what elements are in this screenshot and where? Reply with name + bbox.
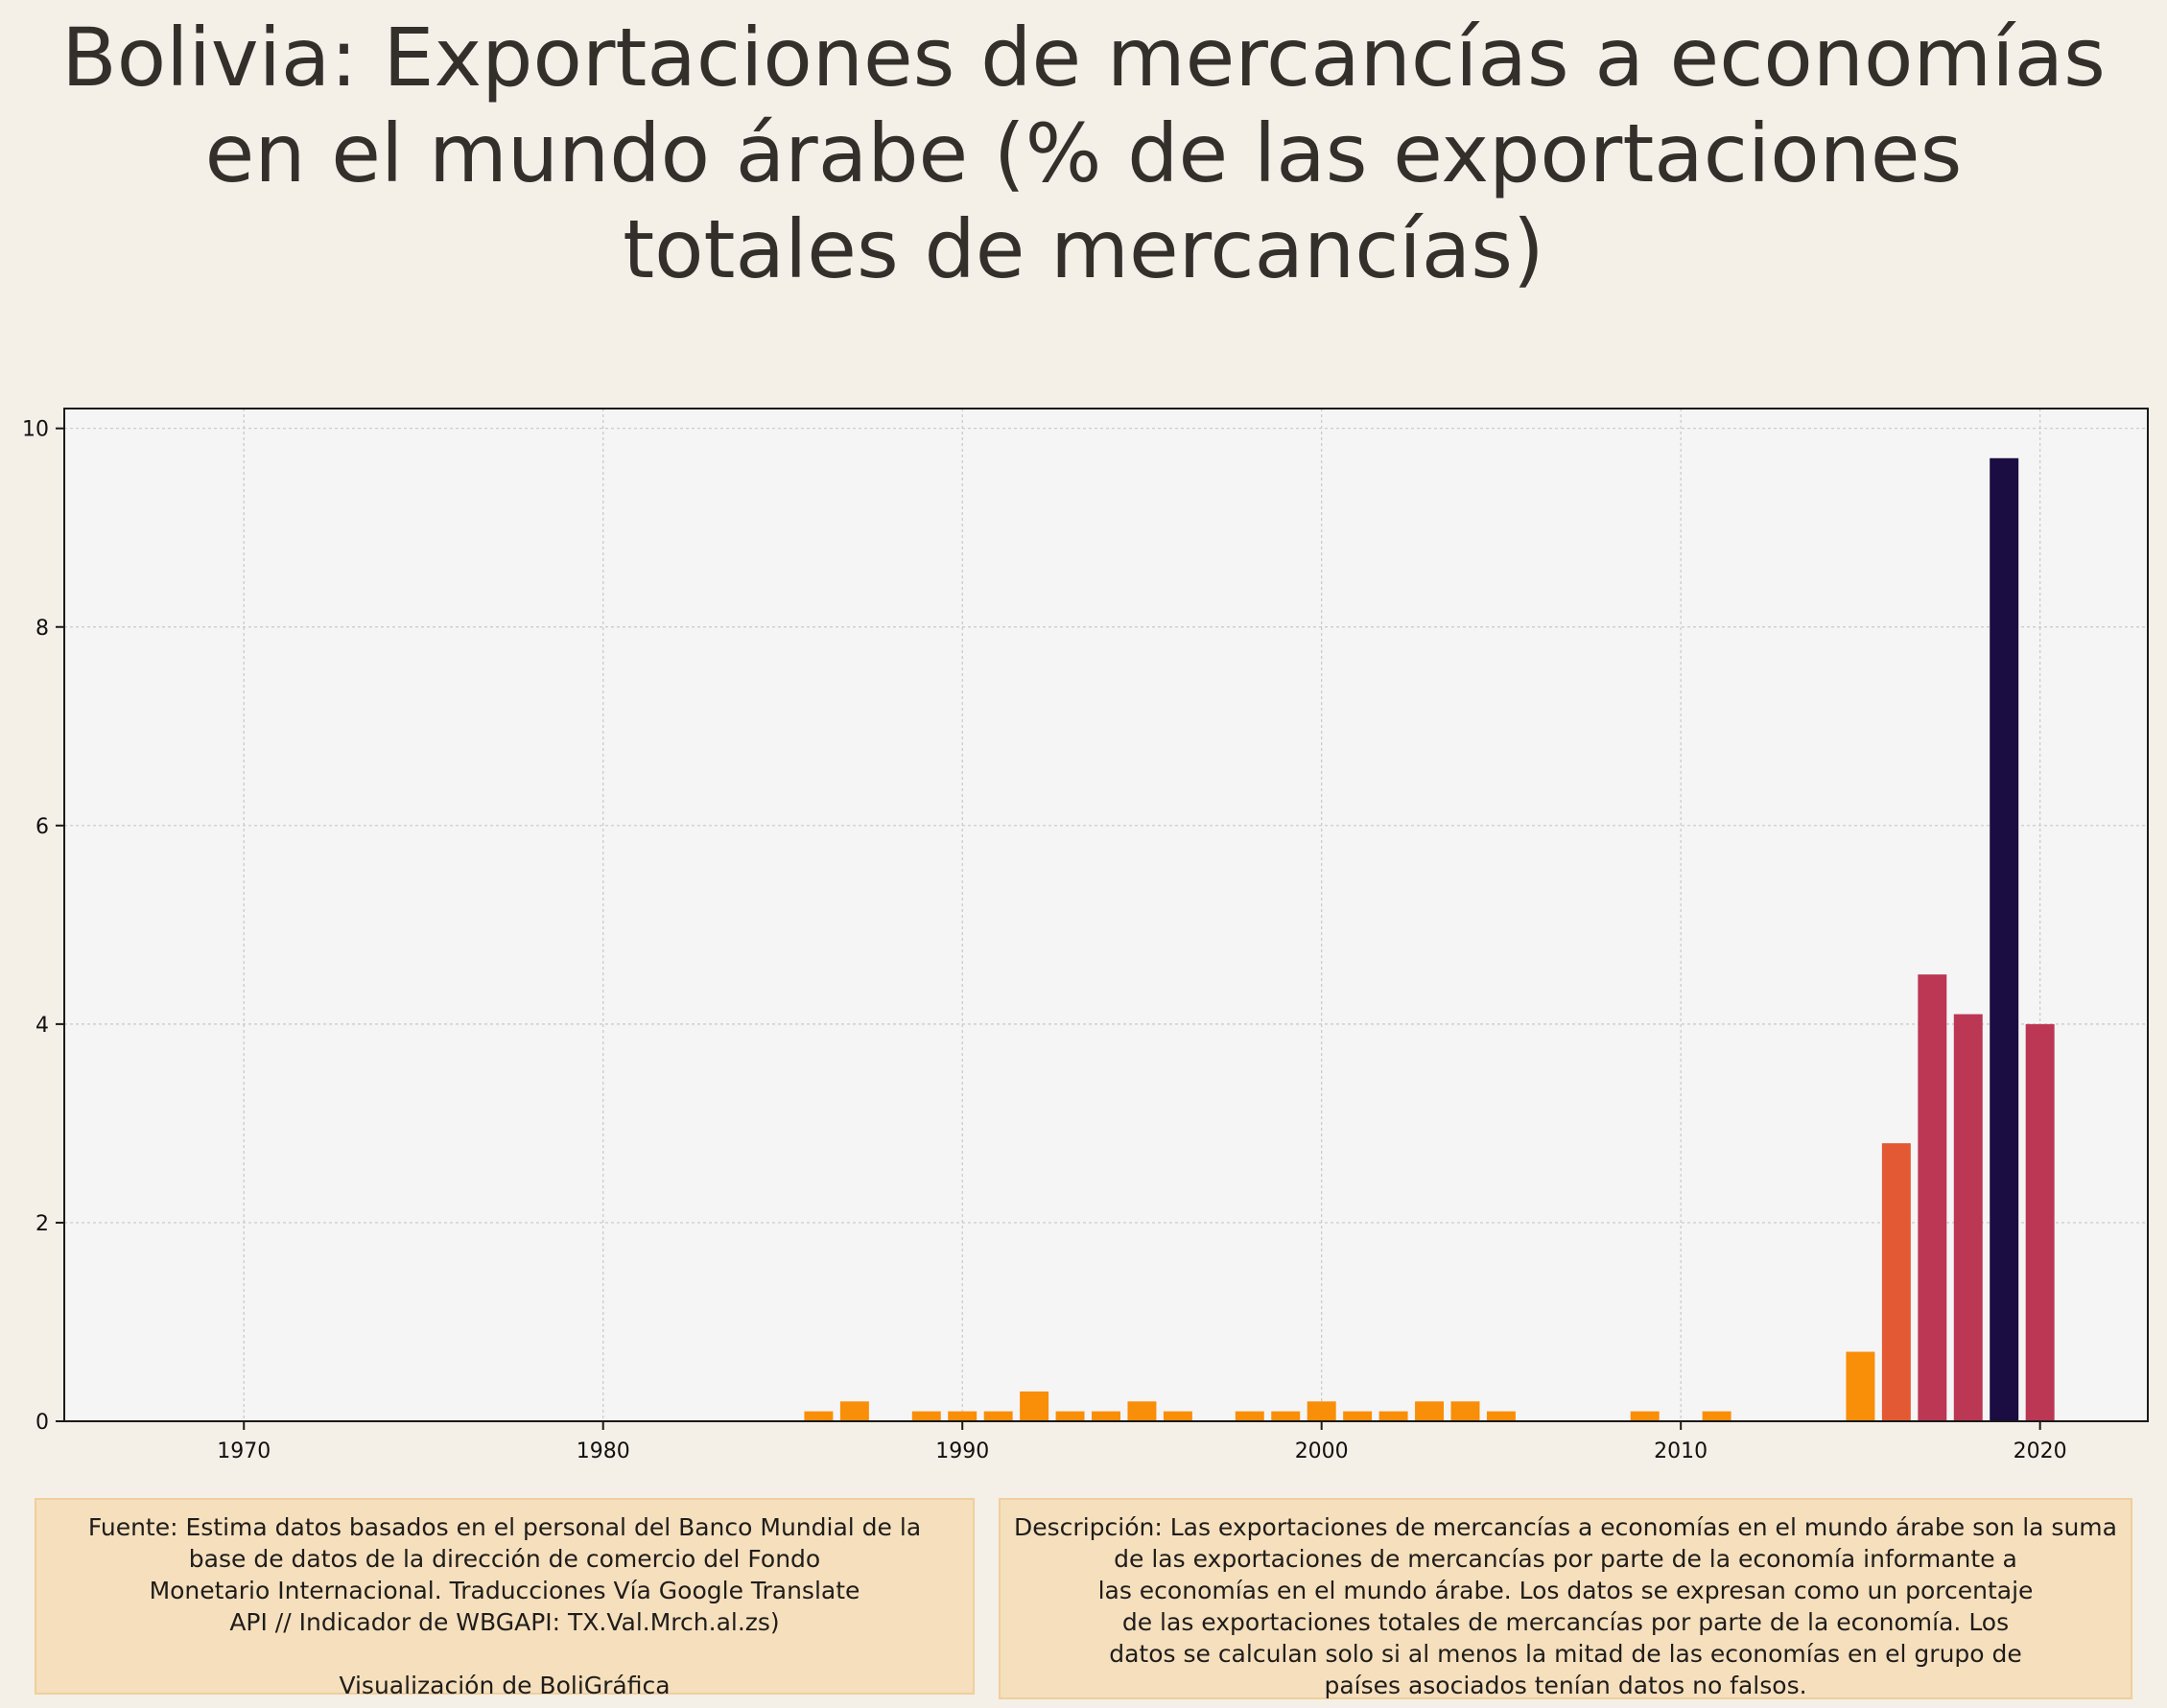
title-line: Bolivia: Exportaciones de mercancías a e… — [61, 11, 2106, 105]
bar — [1415, 1401, 1445, 1421]
bar — [1630, 1411, 1660, 1421]
credit-line: Visualización de BoliGráfica — [339, 1672, 671, 1699]
source-note: Fuente: Estima datos basados en el perso… — [35, 1498, 975, 1699]
source-line: API // Indicador de WBGAPI: TX.Val.Mrch.… — [229, 1608, 780, 1636]
description-line: Descripción: Las exportaciones de mercan… — [1014, 1513, 2117, 1541]
bar — [1953, 1014, 1983, 1421]
bar — [2025, 1023, 2055, 1421]
source-line: Fuente: Estima datos basados en el perso… — [87, 1513, 922, 1541]
y-tick-label: 6 — [35, 815, 49, 839]
y-tick-label: 10 — [22, 418, 49, 442]
bar — [1881, 1143, 1911, 1421]
x-tick-label: 2000 — [1295, 1439, 1349, 1463]
bar — [1846, 1351, 1875, 1421]
x-tick-label: 1980 — [577, 1439, 630, 1463]
description-line: de las exportaciones de mercancías por p… — [1114, 1545, 2017, 1573]
bar — [804, 1411, 834, 1421]
bars — [804, 457, 2055, 1421]
x-tick-label: 1990 — [935, 1439, 989, 1463]
bar — [983, 1411, 1013, 1421]
y-axis: 0 2 4 6 8 10 — [22, 418, 64, 1435]
bar — [1378, 1411, 1408, 1421]
bar — [1235, 1411, 1264, 1421]
bar — [1307, 1401, 1336, 1421]
x-axis: 1970 1980 1990 2000 2010 2020 — [217, 1421, 2067, 1463]
y-tick-label: 2 — [35, 1212, 49, 1236]
y-tick-label: 8 — [35, 617, 49, 641]
bar — [1127, 1401, 1157, 1421]
bar — [1163, 1411, 1192, 1421]
source-line: Monetario Internacional. Traducciones Ví… — [149, 1577, 860, 1604]
bar — [1450, 1401, 1480, 1421]
chart-title: Bolivia: Exportaciones de mercancías a e… — [0, 10, 2167, 297]
y-tick-label: 4 — [35, 1014, 49, 1038]
title-line: totales de mercancías) — [623, 202, 1544, 296]
x-tick-label: 2010 — [1654, 1439, 1708, 1463]
bar — [1343, 1411, 1373, 1421]
bar — [1055, 1411, 1085, 1421]
description-line: las economías en el mundo árabe. Los dat… — [1097, 1577, 2034, 1604]
bar — [1092, 1411, 1120, 1421]
description-line: datos se calculan solo si al menos la mi… — [1109, 1640, 2022, 1668]
plot-area — [64, 409, 2148, 1421]
bar — [911, 1411, 941, 1421]
description-line: países asociados tenían datos no falsos. — [1324, 1672, 1807, 1699]
x-tick-label: 1970 — [217, 1439, 271, 1463]
bar — [1486, 1411, 1516, 1421]
title-line: en el mundo árabe (% de las exportacione… — [204, 106, 1963, 200]
bar — [1271, 1411, 1301, 1421]
x-tick-label: 2020 — [2014, 1439, 2067, 1463]
bar — [1702, 1411, 1731, 1421]
bar — [1918, 974, 1947, 1421]
bar — [839, 1401, 869, 1421]
y-tick-label: 0 — [35, 1411, 49, 1435]
bar — [1990, 457, 2019, 1421]
bar-chart: 1970 1980 1990 2000 2010 2020 0 2 4 6 8 10 — [22, 408, 2149, 1463]
plot-frame — [63, 408, 2149, 1422]
description-note: Descripción: Las exportaciones de mercan… — [999, 1498, 2132, 1699]
bar — [948, 1411, 978, 1421]
source-line: base de datos de la dirección de comerci… — [188, 1545, 821, 1573]
description-line: de las exportaciones totales de mercancí… — [1121, 1608, 2010, 1636]
bar — [1020, 1391, 1049, 1421]
